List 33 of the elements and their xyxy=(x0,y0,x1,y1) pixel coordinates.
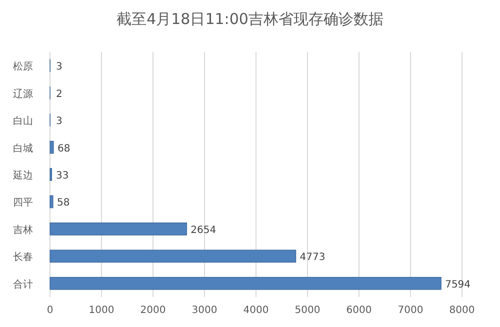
x-tick-label: 3000 xyxy=(192,305,218,316)
x-tick-label: 4000 xyxy=(243,305,269,316)
chart-title: 截至4月18日11:00吉林省现存确诊数据 xyxy=(116,10,384,28)
x-tick-label: 0 xyxy=(46,305,54,316)
data-label: 3 xyxy=(56,116,62,128)
x-tick-label: 2000 xyxy=(140,305,166,316)
y-tick-label: 白城 xyxy=(13,142,33,154)
data-label: 2 xyxy=(56,88,62,100)
y-tick-label: 长春 xyxy=(13,251,33,264)
y-tick-label: 吉林 xyxy=(13,224,33,236)
y-tick-label: 四平 xyxy=(13,198,33,209)
x-tick-label: 7000 xyxy=(398,305,424,316)
y-tick-label: 延边 xyxy=(12,170,33,182)
y-tick-label: 辽源 xyxy=(13,88,33,100)
y-tick-label: 合计 xyxy=(13,278,33,290)
y-tick-label: 白山 xyxy=(13,115,33,128)
bar xyxy=(50,276,442,290)
data-label: 7594 xyxy=(445,279,471,290)
data-label: 2654 xyxy=(190,224,216,236)
data-label: 33 xyxy=(56,170,69,182)
x-tick-label: 8000 xyxy=(449,305,475,316)
data-label: 68 xyxy=(58,143,70,154)
x-tick-label: 1000 xyxy=(88,305,114,316)
bar xyxy=(50,195,54,208)
data-label: 3 xyxy=(56,62,62,73)
x-tick-label: 5000 xyxy=(294,305,320,316)
bar xyxy=(50,250,296,263)
bar xyxy=(50,140,54,154)
y-tick-label: 松原 xyxy=(13,60,33,73)
bar xyxy=(50,222,187,236)
x-tick-label: 6000 xyxy=(346,305,372,316)
data-label: 4773 xyxy=(300,252,326,264)
data-label: 58 xyxy=(56,198,70,209)
